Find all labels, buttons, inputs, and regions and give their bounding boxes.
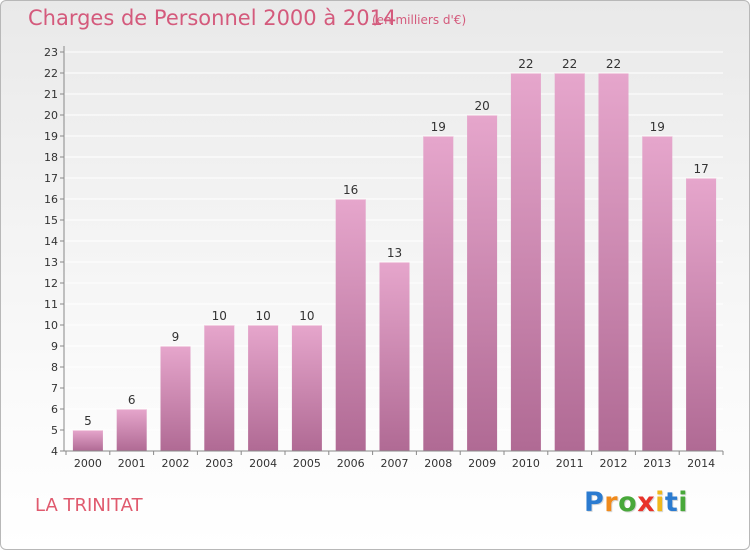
x-tick-label: 2009	[468, 457, 496, 470]
bar	[248, 325, 279, 451]
y-tick-label: 7	[51, 382, 58, 395]
bars	[72, 73, 717, 451]
y-tick-label: 5	[51, 424, 58, 437]
x-tick-label: 2011	[556, 457, 584, 470]
bar	[554, 73, 585, 451]
data-label: 6	[128, 393, 136, 407]
bar	[160, 346, 191, 451]
bar	[379, 262, 410, 451]
bar	[291, 325, 322, 451]
x-tick-label: 2001	[118, 457, 146, 470]
data-label: 19	[650, 120, 665, 134]
y-tick-label: 11	[44, 298, 58, 311]
x-tick-label: 2012	[600, 457, 628, 470]
y-tick-label: 14	[44, 235, 58, 248]
x-tick-label: 2013	[643, 457, 671, 470]
bar	[335, 199, 366, 451]
logo-letter: i	[678, 487, 689, 518]
x-tick-label: 2003	[205, 457, 233, 470]
x-tick-label: 2000	[74, 457, 102, 470]
y-tick-label: 16	[44, 193, 58, 206]
y-tick-label: 13	[44, 256, 58, 269]
bar	[598, 73, 629, 451]
logo-letter: x	[637, 487, 656, 518]
bar	[642, 136, 673, 451]
x-tick-label: 2010	[512, 457, 540, 470]
y-tick-label: 6	[51, 403, 58, 416]
y-tick-label: 12	[44, 277, 58, 290]
y-tick-label: 9	[51, 340, 58, 353]
chart-title: Charges de Personnel 2000 à 2014	[28, 6, 397, 30]
x-tick-label: 2007	[381, 457, 409, 470]
bar	[204, 325, 235, 451]
bar	[72, 430, 103, 451]
logo-letter: t	[664, 487, 679, 518]
data-label: 13	[387, 246, 402, 260]
data-label: 19	[431, 120, 446, 134]
y-tick-label: 20	[44, 109, 58, 122]
logo-letter: o	[618, 487, 638, 518]
data-label: 5	[84, 414, 92, 428]
bar	[116, 409, 147, 451]
y-tick-label: 23	[44, 46, 58, 59]
axes	[60, 46, 724, 455]
x-tick-label: 2008	[424, 457, 452, 470]
logo-letter: r	[604, 487, 619, 518]
data-label: 9	[172, 330, 180, 344]
logo-letter: i	[655, 487, 665, 518]
data-label: 22	[562, 57, 577, 71]
place-name: LA TRINITAT	[35, 495, 143, 516]
data-label: 10	[255, 309, 270, 323]
y-tick-label: 15	[44, 214, 58, 227]
y-tick-label: 17	[44, 172, 58, 185]
y-tick-label: 22	[44, 67, 58, 80]
y-tick-label: 18	[44, 151, 58, 164]
data-label: 16	[343, 183, 358, 197]
y-tick-label: 10	[44, 319, 58, 332]
chart-subtitle: (en milliers d'€)	[372, 13, 467, 27]
bar	[423, 136, 454, 451]
y-tick-label: 4	[51, 445, 58, 458]
proxiti-logo[interactable]: Proxiti	[584, 487, 688, 518]
x-tick-label: 2004	[249, 457, 277, 470]
bar	[686, 178, 717, 451]
data-label: 10	[212, 309, 227, 323]
bar	[467, 115, 498, 451]
x-tick-label: 2006	[337, 457, 365, 470]
x-tick-label: 2014	[687, 457, 715, 470]
data-label: 22	[606, 57, 621, 71]
bar	[510, 73, 541, 451]
data-label: 10	[299, 309, 314, 323]
data-label: 22	[518, 57, 533, 71]
x-tick-label: 2002	[162, 457, 190, 470]
y-tick-label: 19	[44, 130, 58, 143]
labels: 4 5 6 7 8 9 10 11 12 13 14 15 16 17 18 19 20 21 22 23 5 2000 6…	[44, 46, 715, 470]
x-tick-label: 2005	[293, 457, 321, 470]
y-tick-label: 8	[51, 361, 58, 374]
logo-letter: P	[584, 487, 605, 518]
data-label: 17	[693, 162, 708, 176]
data-label: 20	[474, 99, 489, 113]
y-tick-label: 21	[44, 88, 58, 101]
